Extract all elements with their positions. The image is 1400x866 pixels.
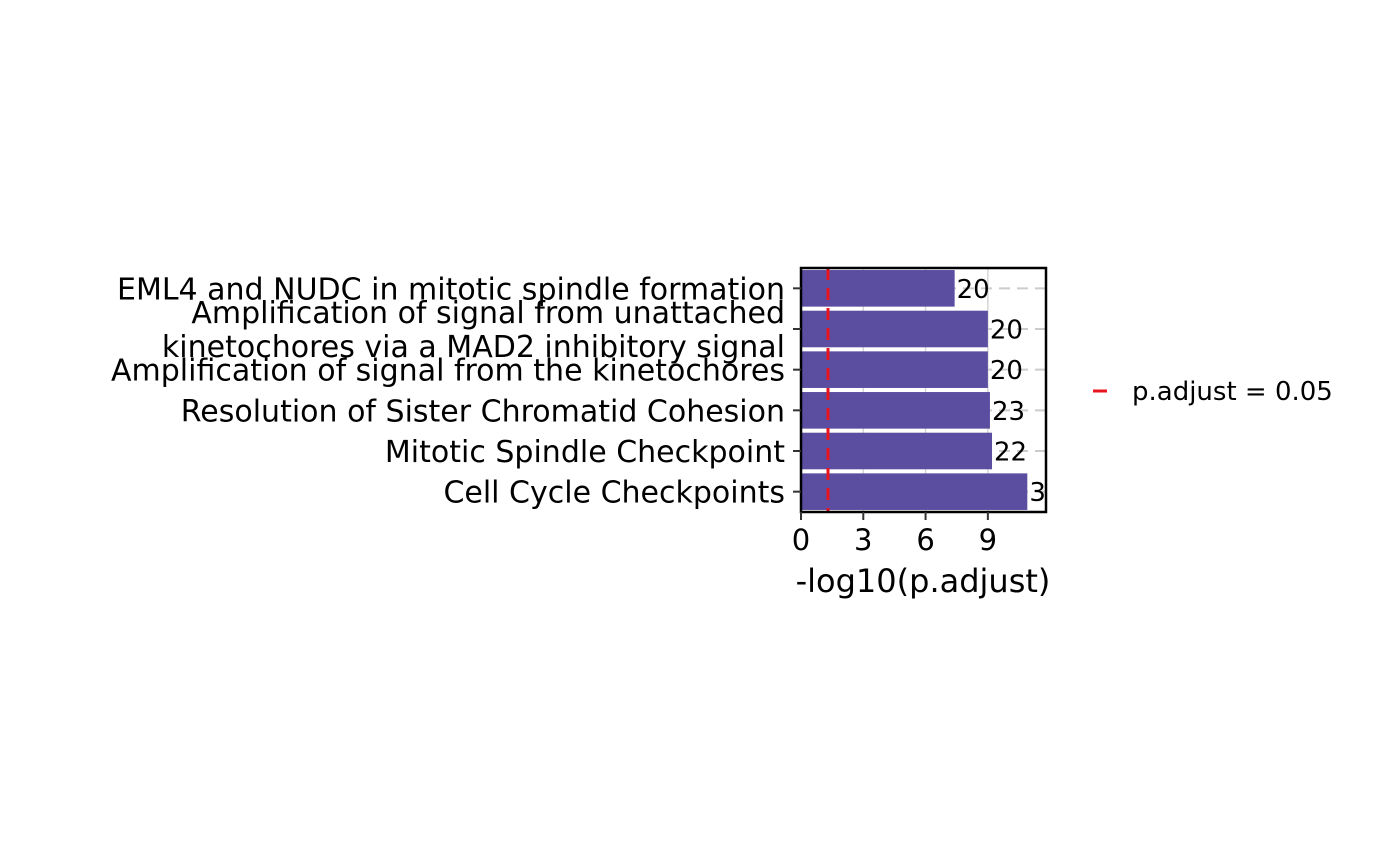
bar [801, 392, 990, 429]
bars [801, 270, 1028, 510]
panel-background [801, 268, 1046, 512]
x-tick-label: 3 [854, 523, 872, 557]
x-tick-label: 6 [916, 523, 934, 557]
bar-label: 38 [1029, 478, 1062, 508]
bar [801, 310, 988, 348]
bar-label: 20 [990, 356, 1023, 386]
category-label: Mitotic Spindle Checkpoint [385, 435, 785, 470]
bar [801, 432, 993, 470]
bar [801, 473, 1028, 510]
category-label: Resolution of Sister Chromatid Cohesion [181, 394, 785, 429]
category-label: EML4 and NUDC in mitotic spindle formati… [117, 272, 785, 307]
y-axis: EML4 and NUDC in mitotic spindle formati… [111, 272, 801, 511]
category-label: Cell Cycle Checkpoints [443, 476, 785, 511]
category-label: Amplification of signal from unattached [191, 296, 785, 331]
panel-border [799, 266, 1048, 514]
bar-label: 23 [992, 397, 1025, 427]
x-axis-title: -log10(p.adjust) [796, 562, 1051, 600]
x-tick-label: 9 [979, 523, 997, 557]
legend: p.adjust = 0.05 [1093, 377, 1333, 407]
category-label: Amplification of signal from the kinetoc… [111, 354, 785, 389]
bar-label: 20 [990, 316, 1023, 346]
bar [801, 270, 955, 307]
legend-label: p.adjust = 0.05 [1132, 377, 1333, 407]
bar-label: 20 [957, 275, 990, 305]
x-axis: 0 3 6 9 [792, 512, 997, 557]
bar [801, 351, 988, 388]
x-tick-label: 0 [792, 523, 810, 557]
bar-label: 22 [994, 438, 1027, 468]
category-label: kinetochores via a MAD2 inhibitory signa… [162, 330, 785, 365]
